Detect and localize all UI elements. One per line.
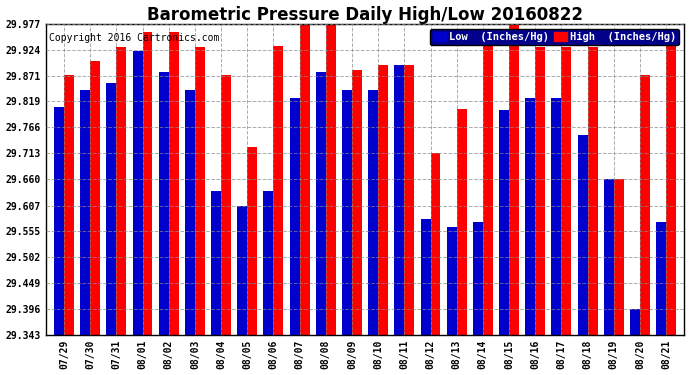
Bar — [352, 70, 362, 335]
Bar — [509, 24, 519, 335]
Bar — [562, 47, 571, 335]
Bar — [499, 110, 509, 335]
Bar — [473, 222, 483, 335]
Bar — [551, 98, 562, 335]
Legend: Low  (Inches/Hg), High  (Inches/Hg): Low (Inches/Hg), High (Inches/Hg) — [431, 29, 679, 45]
Bar — [80, 90, 90, 335]
Bar — [578, 135, 588, 335]
Bar — [395, 66, 404, 335]
Bar — [666, 32, 676, 335]
Bar — [273, 46, 284, 335]
Bar — [630, 309, 640, 335]
Bar — [143, 32, 152, 335]
Bar — [221, 75, 231, 335]
Bar — [614, 180, 624, 335]
Bar — [237, 206, 247, 335]
Bar — [431, 153, 440, 335]
Bar — [446, 227, 457, 335]
Bar — [211, 191, 221, 335]
Bar — [342, 90, 352, 335]
Bar — [378, 66, 388, 335]
Bar — [457, 109, 466, 335]
Bar — [656, 222, 666, 335]
Bar — [247, 147, 257, 335]
Bar — [535, 47, 545, 335]
Bar — [64, 75, 74, 335]
Text: Copyright 2016 Cartronics.com: Copyright 2016 Cartronics.com — [49, 33, 219, 43]
Bar — [640, 75, 650, 335]
Bar — [290, 98, 299, 335]
Bar — [106, 82, 117, 335]
Bar — [159, 72, 169, 335]
Bar — [54, 107, 64, 335]
Bar — [588, 47, 598, 335]
Bar — [117, 47, 126, 335]
Bar — [169, 32, 179, 335]
Bar — [404, 66, 414, 335]
Bar — [299, 24, 310, 335]
Bar — [316, 72, 326, 335]
Title: Barometric Pressure Daily High/Low 20160822: Barometric Pressure Daily High/Low 20160… — [147, 6, 583, 24]
Bar — [264, 191, 273, 335]
Bar — [326, 24, 336, 335]
Bar — [604, 180, 614, 335]
Bar — [483, 32, 493, 335]
Bar — [185, 90, 195, 335]
Bar — [368, 90, 378, 335]
Bar — [525, 98, 535, 335]
Bar — [132, 51, 143, 335]
Bar — [90, 61, 100, 335]
Bar — [195, 47, 205, 335]
Bar — [421, 219, 431, 335]
